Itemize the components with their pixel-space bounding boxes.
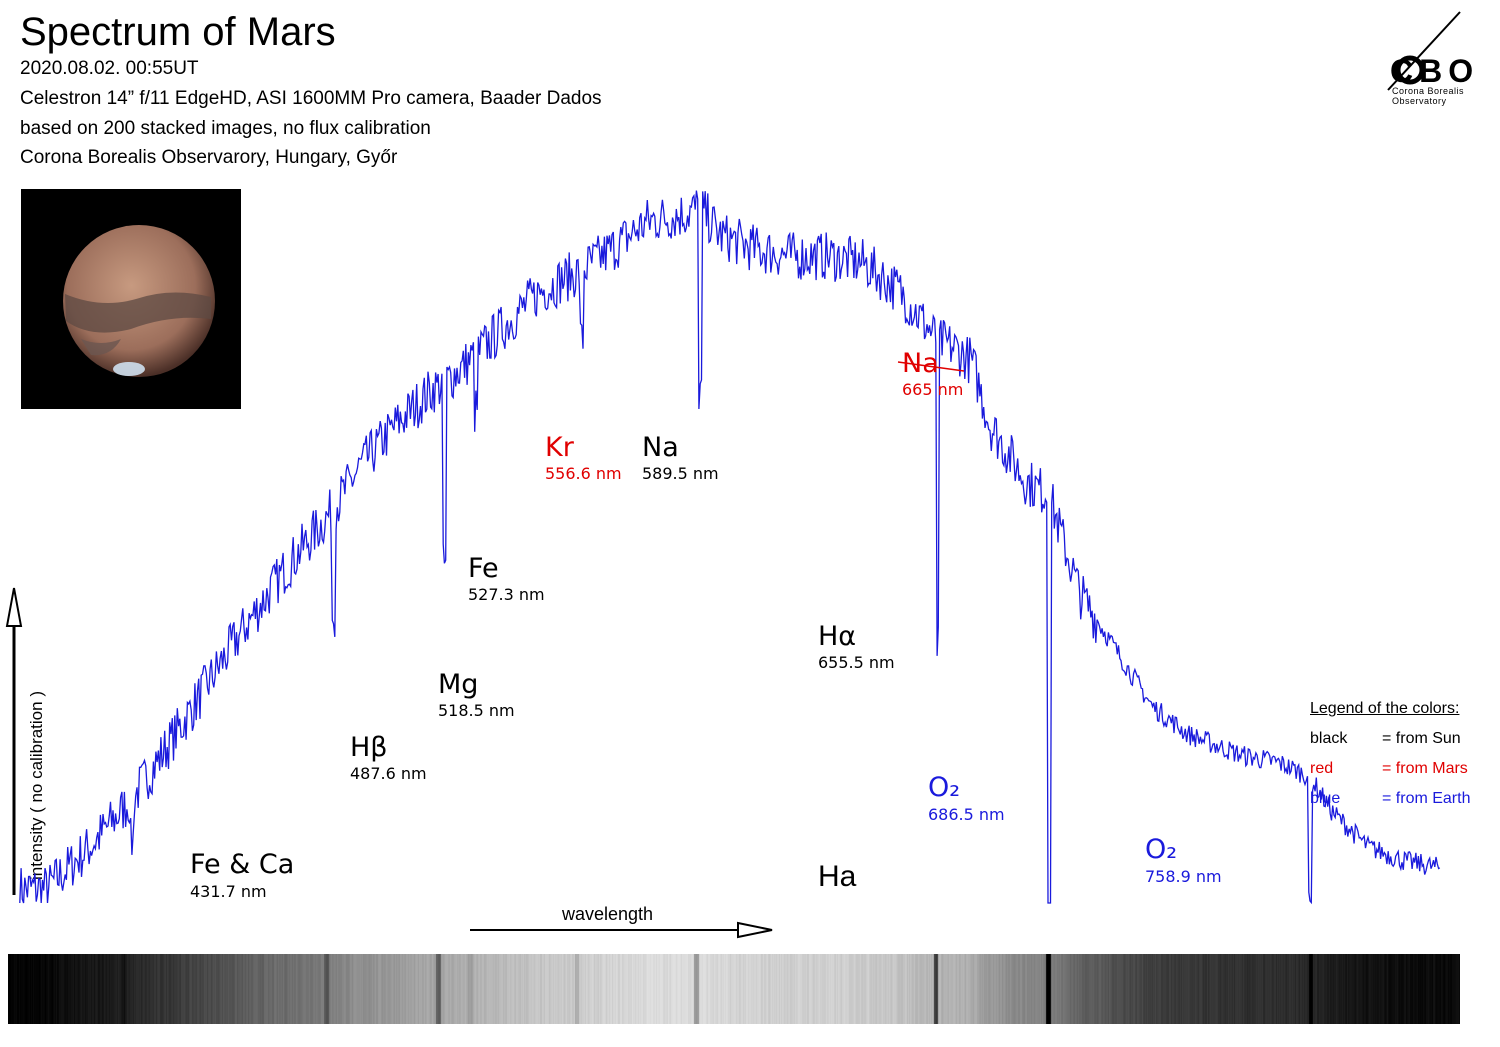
annotation-wavelength: 665 nm (902, 380, 963, 399)
annotation-label: Hα (818, 621, 856, 652)
annotation-wavelength: 431.7 nm (190, 882, 267, 901)
legend-value: = from Earth (1382, 790, 1471, 807)
spectrum-line (19, 190, 1441, 905)
ha-label: Ha (818, 860, 857, 893)
annotation-label: Kr (545, 432, 575, 463)
annotation-label: O₂ (928, 772, 960, 803)
legend-title: Legend of the colors: (1310, 700, 1460, 717)
x-axis-arrowhead (737, 921, 773, 939)
legend-value: = from Sun (1382, 730, 1461, 747)
color-legend: Legend of the colors: black = from Sun r… (1310, 694, 1485, 814)
page-title: Spectrum of Mars (20, 10, 336, 54)
legend-item-sun: black = from Sun (1310, 724, 1485, 754)
annotation-wavelength: 686.5 nm (928, 805, 1005, 824)
logo-line-1: Corona Borealis (1392, 86, 1465, 96)
annotation-wavelength: 589.5 nm (642, 464, 719, 483)
annotation-label: Hβ (350, 732, 388, 763)
annotation-wavelength: 527.3 nm (468, 585, 545, 604)
mars-na-leader-line (897, 361, 965, 372)
observation-date: 2020.08.02. 00:55UT (20, 58, 199, 79)
annotation-wavelength: 518.5 nm (438, 701, 515, 720)
observatory-line: Corona Borealis Observarory, Hungary, Gy… (20, 147, 398, 168)
logo-line-2: Observatory (1392, 96, 1447, 106)
annotation-wavelength: 655.5 nm (818, 653, 895, 672)
equipment-line: Celestron 14” f/11 EdgeHD, ASI 1600MM Pr… (20, 88, 602, 109)
cbo-logo (1380, 10, 1490, 110)
annotation-wavelength: 556.6 nm (545, 464, 622, 483)
legend-item-earth: blue = from Earth (1310, 784, 1485, 814)
logo-text: CBO (1390, 53, 1480, 89)
y-axis-label: intensity ( no calibration ) (27, 691, 46, 880)
legend-key: blue (1310, 790, 1341, 807)
annotation-label: O₂ (1145, 834, 1177, 865)
legend-key: red (1310, 760, 1334, 777)
legend-item-mars: red = from Mars (1310, 754, 1485, 784)
y-axis-arrowhead (5, 587, 23, 627)
annotation-label: Na (642, 432, 679, 463)
spectrum-strip (8, 954, 1460, 1024)
annotation-label: Na (902, 348, 939, 379)
annotation-label: Fe (468, 553, 499, 584)
annotation-wavelength: 487.6 nm (350, 764, 427, 783)
legend-key: black (1310, 730, 1348, 747)
annotation-label: Mg (438, 669, 478, 700)
processing-line: based on 200 stacked images, no flux cal… (20, 118, 431, 139)
mars-photo (21, 189, 241, 409)
x-axis-label: wavelength (561, 904, 653, 924)
annotation-label: Fe & Ca (190, 849, 294, 880)
annotation-wavelength: 758.9 nm (1145, 867, 1222, 886)
legend-value: = from Mars (1382, 760, 1468, 777)
